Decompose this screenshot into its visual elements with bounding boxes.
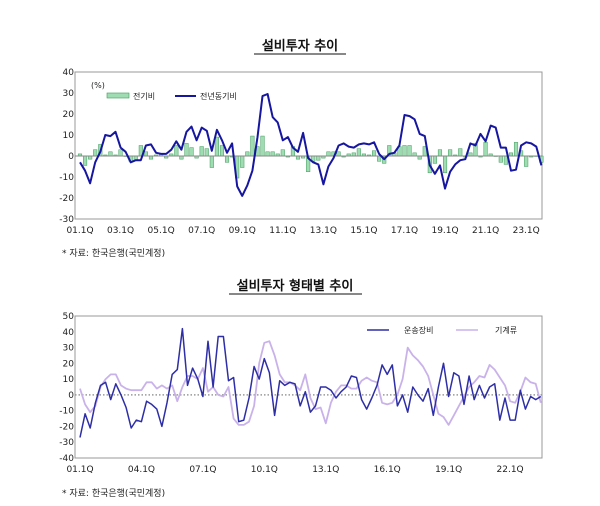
y-tick-label: 20 bbox=[63, 110, 75, 120]
x-tick-label: 21.1Q bbox=[472, 226, 499, 236]
x-tick-label: 01.1Q bbox=[66, 226, 93, 236]
qoq-bar bbox=[372, 150, 377, 157]
legend-qoq-swatch bbox=[106, 92, 130, 99]
y-tick-label: -40 bbox=[59, 454, 74, 464]
qoq-bar bbox=[224, 155, 230, 163]
x-tick-label: 03.1Q bbox=[107, 226, 134, 236]
qoq-bar bbox=[189, 147, 194, 157]
y-tick-label: -30 bbox=[59, 438, 74, 448]
qoq-bar bbox=[83, 155, 88, 166]
y-tick-label: 0 bbox=[68, 152, 74, 162]
qoq-bar bbox=[498, 155, 503, 163]
qoq-bar bbox=[437, 149, 443, 157]
chart-1: 설비투자 추이 40 30 20 10 0 -10 -20 -30 01.1Q 03.1Q 05.… bbox=[59, 38, 544, 259]
x-tick-label: 11.1Q bbox=[269, 226, 296, 236]
chart-2-title: 설비투자 형태별 추이 bbox=[237, 278, 354, 294]
chart-1-bars bbox=[77, 135, 544, 179]
x-tick-label: 13.1Q bbox=[312, 465, 339, 475]
qoq-bar bbox=[270, 151, 275, 157]
chart-1-footnote: * 자료: 한국은행(국민계정) bbox=[62, 247, 165, 259]
qoq-bar bbox=[260, 135, 265, 157]
y-tick-label: 30 bbox=[63, 89, 75, 99]
legend-machinery-label: 기계류 bbox=[495, 325, 517, 335]
y-tick-label: -20 bbox=[59, 194, 74, 204]
chart-1-y-axis: 40 30 20 10 0 -10 -20 -30 bbox=[59, 68, 74, 225]
x-tick-label: 22.1Q bbox=[497, 465, 524, 475]
y-tick-label: 0 bbox=[68, 391, 74, 401]
chart-1-title: 설비투자 추이 bbox=[262, 38, 338, 54]
qoq-bar bbox=[442, 155, 448, 174]
qoq-bar bbox=[240, 155, 245, 168]
qoq-bar bbox=[214, 136, 219, 157]
x-tick-label: 05.1Q bbox=[148, 226, 175, 236]
y-tick-label: -10 bbox=[59, 407, 74, 417]
qoq-bar bbox=[250, 135, 255, 157]
y-tick-label: 50 bbox=[63, 312, 75, 322]
qoq-bar bbox=[245, 151, 250, 157]
y-tick-label: -10 bbox=[59, 173, 74, 183]
x-tick-label: 09.1Q bbox=[229, 226, 256, 236]
chart-1-plot-area bbox=[74, 71, 543, 220]
qoq-bar bbox=[108, 151, 113, 157]
qoq-bar bbox=[209, 155, 214, 168]
qoq-bar bbox=[204, 148, 209, 157]
y-tick-label: 30 bbox=[63, 344, 75, 354]
qoq-bar bbox=[280, 149, 285, 157]
qoq-bar bbox=[326, 151, 331, 157]
y-tick-label: 40 bbox=[63, 68, 75, 78]
chart-2-machinery-line bbox=[79, 340, 542, 426]
qoq-bar bbox=[448, 149, 453, 157]
chart-2: 설비투자 형태별 추이 50 40 30 20 10 0 -10 -20 -30 -40 01.1… bbox=[59, 278, 543, 499]
qoq-bar bbox=[174, 145, 179, 157]
qoq-bar bbox=[483, 142, 488, 157]
qoq-bar bbox=[524, 155, 529, 167]
x-tick-label: 01.1Q bbox=[66, 465, 93, 475]
qoq-bar bbox=[513, 142, 519, 157]
x-tick-label: 15.1Q bbox=[350, 226, 377, 236]
y-tick-label: 10 bbox=[63, 131, 75, 141]
qoq-bar bbox=[432, 155, 437, 164]
qoq-bar bbox=[458, 148, 463, 157]
chart-2-x-axis: 01.1Q 04.1Q 07.1Q 10.1Q 13.1Q 16.1Q 19.1Q 22.1Q bbox=[66, 465, 523, 475]
qoq-bar bbox=[199, 146, 204, 157]
qoq-bar bbox=[402, 145, 407, 157]
chart-2-plot-area bbox=[74, 315, 543, 459]
qoq-bar bbox=[219, 145, 225, 157]
chart-2-y-axis: 50 40 30 20 10 0 -10 -20 -30 -40 bbox=[59, 312, 74, 464]
x-tick-label: 07.1Q bbox=[188, 226, 215, 236]
qoq-bar bbox=[356, 148, 361, 157]
chart-1-yoy-line bbox=[79, 93, 543, 197]
chart-1-x-axis: 01.1Q 03.1Q 05.1Q 07.1Q 09.1Q 11.1Q 13.1Q 15.1Q… bbox=[66, 226, 539, 236]
qoq-bar bbox=[93, 149, 98, 157]
x-tick-label: 17.1Q bbox=[391, 226, 418, 236]
qoq-bar bbox=[377, 155, 382, 162]
x-tick-label: 23.1Q bbox=[513, 226, 540, 236]
qoq-bar bbox=[265, 151, 270, 157]
x-tick-label: 07.1Q bbox=[189, 465, 216, 475]
y-tick-label: -30 bbox=[59, 215, 74, 225]
x-tick-label: 19.1Q bbox=[435, 465, 462, 475]
qoq-bar bbox=[143, 151, 148, 157]
legend-yoy-label: 전년동기비 bbox=[200, 91, 237, 101]
x-tick-label: 13.1Q bbox=[310, 226, 337, 236]
chart-1-unit-label: (%) bbox=[91, 81, 105, 90]
y-tick-label: 40 bbox=[63, 328, 75, 338]
qoq-bar bbox=[118, 149, 123, 157]
qoq-bar bbox=[184, 143, 189, 157]
qoq-bar bbox=[407, 145, 412, 157]
y-tick-label: -20 bbox=[59, 422, 74, 432]
chart-2-footnote: * 자료: 한국은행(국민계정) bbox=[62, 487, 165, 499]
y-tick-label: 10 bbox=[63, 375, 75, 385]
y-tick-label: 20 bbox=[63, 359, 75, 369]
x-tick-label: 19.1Q bbox=[431, 226, 458, 236]
x-tick-label: 10.1Q bbox=[251, 465, 278, 475]
qoq-bar bbox=[336, 151, 341, 157]
legend-transport-label: 운송장비 bbox=[404, 325, 433, 335]
x-tick-label: 04.1Q bbox=[128, 465, 155, 475]
legend-qoq-label: 전기비 bbox=[133, 91, 155, 101]
chart-2-transport-line bbox=[79, 327, 542, 438]
x-tick-label: 16.1Q bbox=[374, 465, 401, 475]
qoq-bar bbox=[316, 155, 321, 161]
